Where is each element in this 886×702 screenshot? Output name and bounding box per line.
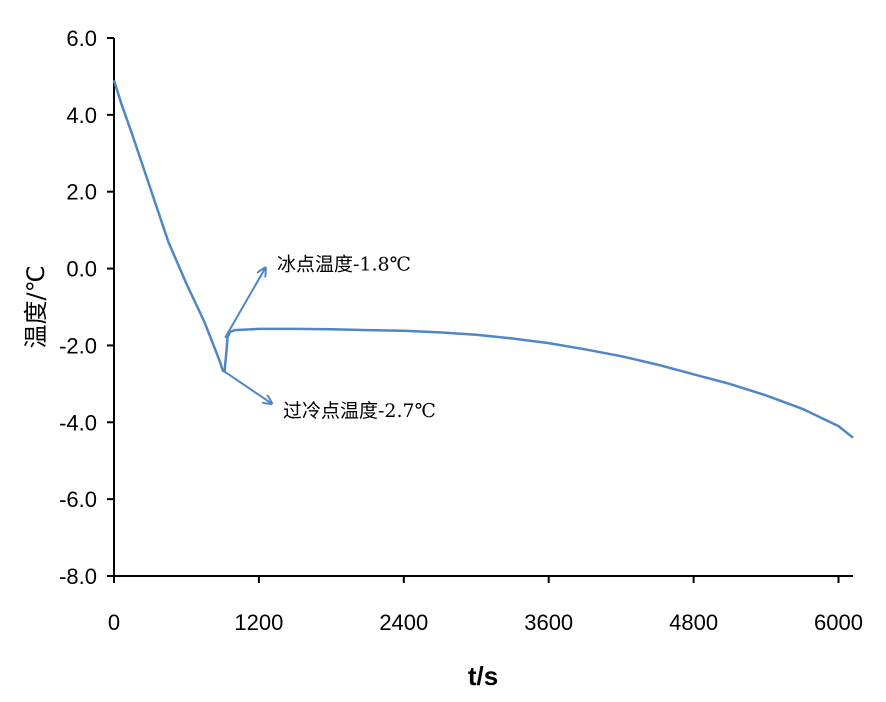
annotation-arrow [223, 370, 270, 404]
x-tick-label: 0 [108, 610, 120, 635]
y-tick-label: 2.0 [66, 180, 97, 205]
x-axis-title: t/s [468, 661, 498, 691]
annotation-label: 冰点温度-1.8℃ [277, 254, 411, 276]
x-tick-label: 1200 [234, 610, 283, 635]
y-tick-label: 6.0 [66, 26, 97, 51]
y-tick-label: -4.0 [59, 410, 97, 435]
y-tick-label: 0.0 [66, 257, 97, 282]
y-tick-label: 4.0 [66, 103, 97, 128]
x-tick-label: 4800 [669, 610, 718, 635]
x-tick-label: 2400 [379, 610, 428, 635]
temperature-line [112, 79, 854, 439]
y-tick-label: -2.0 [59, 333, 97, 358]
x-tick-label: 6000 [814, 610, 863, 635]
annotation-label: 过冷点温度-2.7℃ [283, 400, 436, 422]
annotation-arrow [224, 269, 265, 339]
y-axis-title: 温度/℃ [22, 265, 50, 348]
y-tick-label: -6.0 [59, 487, 97, 512]
y-tick-label: -8.0 [59, 564, 97, 589]
x-tick-label: 3600 [524, 610, 573, 635]
